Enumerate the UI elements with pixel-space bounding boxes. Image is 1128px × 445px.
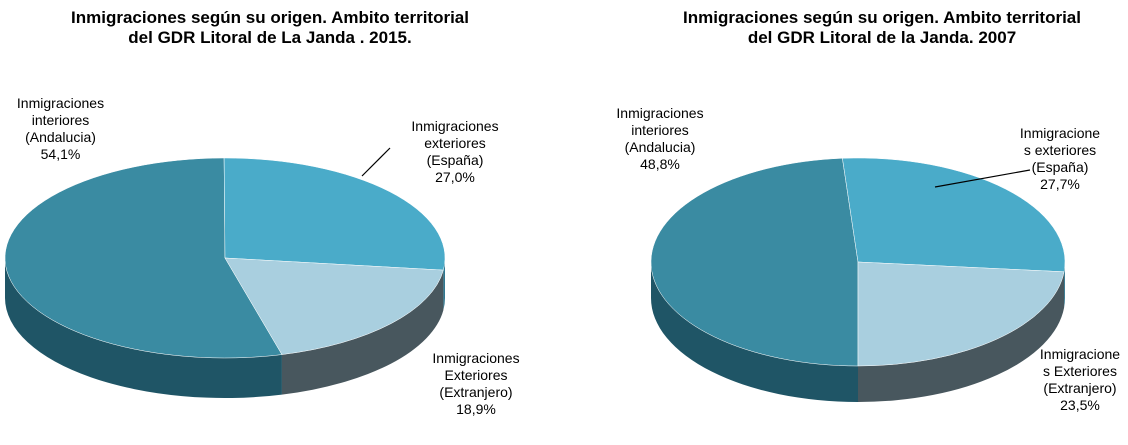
value-label: 18,9% xyxy=(456,401,496,417)
value-label: 27,7% xyxy=(1040,176,1080,192)
category-name: Inmigraciones exteriores (España) xyxy=(411,118,499,168)
category-name: Inmigraciones exteriores (España) xyxy=(1019,125,1101,175)
slice-label: Inmigraciones interiores (Andalucia) 54,1… xyxy=(8,95,113,163)
category-name: Inmigraciones interiores (Andalucia) xyxy=(616,105,704,155)
value-label: 48,8% xyxy=(640,156,680,172)
slice-side xyxy=(651,262,858,402)
slice-label: Inmigraciones exteriores (España) 27,0% xyxy=(400,118,510,186)
leader-line xyxy=(934,169,1031,188)
slice-side xyxy=(281,270,444,395)
slice-label: Inmigraciones exteriores (España) 27,7% xyxy=(1018,125,1102,193)
slice xyxy=(650,158,859,367)
slice xyxy=(842,157,1066,273)
slice-side xyxy=(443,258,445,311)
slice-side xyxy=(5,258,282,398)
slice-side xyxy=(858,271,1065,402)
slice xyxy=(223,157,446,271)
chart-title: Inmigraciones según su origen. Ambito te… xyxy=(71,8,469,47)
slice-label: Inmigraciones interiores (Andalucia) 48,8… xyxy=(612,105,708,173)
category-name: Inmigraciones interiores (Andalucia) xyxy=(16,95,105,145)
category-name: Inmigraciones Exteriores (Extranjero) xyxy=(1039,346,1121,396)
leader-line xyxy=(361,147,391,177)
slice xyxy=(4,157,283,359)
category-name: Inmigraciones Exteriores (Extranjero) xyxy=(432,350,520,400)
slice-label: Inmigraciones Exteriores (Extranjero) 18,… xyxy=(420,350,532,418)
slice-side xyxy=(1064,262,1065,308)
value-label: 54,1% xyxy=(40,146,81,162)
value-label: 23,5% xyxy=(1060,397,1100,413)
value-label: 27,0% xyxy=(435,169,475,185)
slice-label: Inmigraciones Exteriores (Extranjero) 23,… xyxy=(1038,346,1122,414)
slice xyxy=(224,257,444,355)
slice xyxy=(857,261,1065,367)
chart-title: Inmigraciones según su origen. Ambito te… xyxy=(683,8,1081,47)
